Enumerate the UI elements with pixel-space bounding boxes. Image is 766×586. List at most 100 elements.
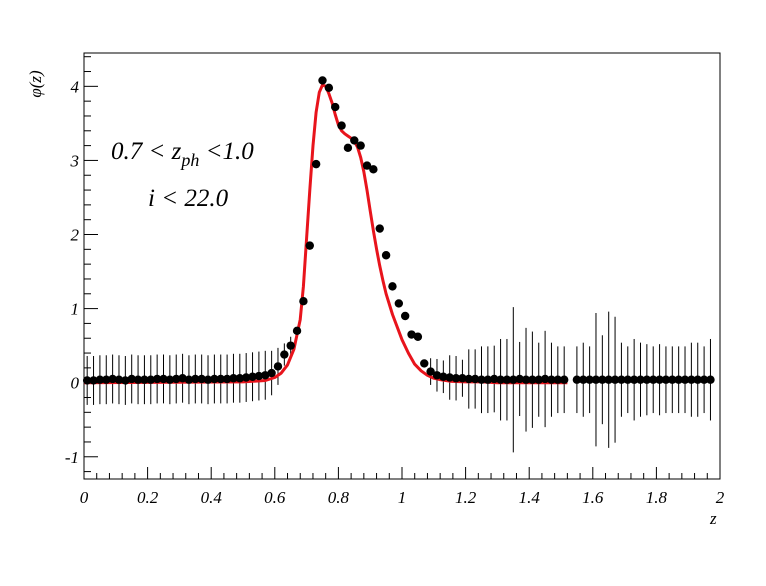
data-point bbox=[636, 375, 645, 384]
annotation-line-1-subscript: ph bbox=[179, 150, 199, 170]
data-point bbox=[216, 374, 225, 384]
x-tick-label: 1.8 bbox=[646, 488, 668, 507]
data-point bbox=[579, 375, 588, 384]
data-point bbox=[496, 375, 505, 384]
data-point bbox=[598, 375, 607, 384]
x-tick-label: 1.6 bbox=[582, 488, 604, 507]
data-point bbox=[356, 141, 365, 150]
x-tick-label: 1 bbox=[398, 488, 407, 507]
data-point bbox=[509, 375, 518, 384]
x-tick-label: 1.2 bbox=[455, 488, 477, 507]
data-point bbox=[439, 372, 448, 381]
data-point bbox=[362, 161, 372, 170]
data-point bbox=[432, 371, 442, 380]
data-point bbox=[668, 375, 677, 384]
data-point bbox=[477, 375, 486, 384]
x-axis-ticks: 0 0.2 0.4 0.6 0.8 1 1.2 1.4 1.6 1.8 2 bbox=[80, 467, 725, 507]
y-tick-label: 4 bbox=[71, 77, 80, 96]
data-point bbox=[490, 374, 499, 384]
data-point bbox=[261, 371, 270, 380]
data-point bbox=[203, 375, 213, 384]
data-point bbox=[248, 372, 257, 381]
data-point bbox=[152, 374, 162, 384]
data-point bbox=[534, 375, 543, 384]
y-tick-label: -1 bbox=[65, 448, 79, 467]
data-point bbox=[184, 375, 194, 384]
data-point bbox=[133, 375, 143, 384]
x-tick-label: 1.4 bbox=[519, 488, 541, 507]
data-point bbox=[699, 375, 709, 384]
data-point bbox=[413, 332, 423, 341]
data-point bbox=[547, 375, 556, 384]
data-point bbox=[655, 375, 664, 384]
data-point bbox=[210, 374, 219, 384]
y-tick-label: 1 bbox=[71, 300, 80, 319]
data-point bbox=[191, 374, 200, 384]
data-point bbox=[502, 375, 512, 384]
data-point bbox=[642, 375, 652, 384]
data-point bbox=[146, 375, 155, 384]
data-point bbox=[369, 165, 378, 174]
annotation-line-1-suffix: <1.0 bbox=[199, 138, 254, 165]
data-point bbox=[585, 375, 594, 384]
data-point bbox=[680, 375, 690, 384]
x-tick-label: 2 bbox=[716, 488, 725, 507]
data-point bbox=[381, 251, 391, 260]
data-point bbox=[458, 374, 467, 383]
data-point bbox=[197, 374, 206, 384]
data-point bbox=[464, 374, 473, 384]
data-point bbox=[706, 375, 715, 384]
y-tick-label: 2 bbox=[71, 226, 80, 245]
data-point bbox=[661, 375, 671, 384]
data-point bbox=[273, 362, 283, 371]
data-point bbox=[445, 373, 454, 382]
data-point bbox=[649, 375, 658, 384]
annotation-line-1: 0.7 < zph <1.0 bbox=[111, 138, 254, 170]
data-point bbox=[591, 375, 601, 384]
data-point bbox=[114, 375, 124, 384]
data-points bbox=[82, 76, 715, 385]
data-point bbox=[426, 367, 435, 376]
data-point bbox=[528, 375, 537, 384]
data-point bbox=[687, 375, 696, 384]
data-point bbox=[318, 76, 327, 85]
x-tick-label: 0.6 bbox=[264, 488, 286, 507]
x-axis-title: z bbox=[709, 509, 717, 528]
annotation-line-1-prefix: 0.7 < z bbox=[111, 138, 182, 165]
data-point bbox=[140, 375, 149, 384]
data-point bbox=[540, 374, 550, 384]
data-point bbox=[267, 368, 276, 378]
data-point bbox=[121, 376, 130, 385]
data-point bbox=[95, 375, 105, 384]
plot-frame bbox=[83, 52, 721, 480]
data-point bbox=[305, 241, 314, 250]
data-point bbox=[483, 375, 493, 384]
data-point bbox=[172, 374, 181, 384]
data-point bbox=[299, 296, 308, 306]
data-point bbox=[165, 375, 175, 384]
data-point bbox=[127, 374, 136, 384]
data-point bbox=[178, 374, 187, 383]
data-point bbox=[159, 374, 168, 384]
data-point bbox=[388, 282, 397, 291]
data-point bbox=[324, 83, 334, 93]
data-point bbox=[470, 374, 480, 384]
data-point bbox=[559, 375, 569, 384]
data-point bbox=[674, 375, 683, 384]
data-point bbox=[629, 375, 639, 384]
x-tick-label: 0.8 bbox=[328, 488, 350, 507]
data-point bbox=[292, 326, 302, 336]
data-point bbox=[108, 374, 117, 384]
data-point bbox=[400, 311, 410, 321]
x-tick-label: 0.2 bbox=[137, 488, 159, 507]
data-point bbox=[553, 375, 563, 384]
data-point bbox=[337, 121, 346, 130]
data-point bbox=[343, 143, 353, 153]
data-point bbox=[331, 102, 340, 112]
data-point bbox=[280, 350, 289, 359]
data-point bbox=[350, 136, 359, 145]
data-point bbox=[515, 374, 524, 384]
data-point bbox=[420, 359, 429, 368]
data-point bbox=[311, 159, 321, 169]
